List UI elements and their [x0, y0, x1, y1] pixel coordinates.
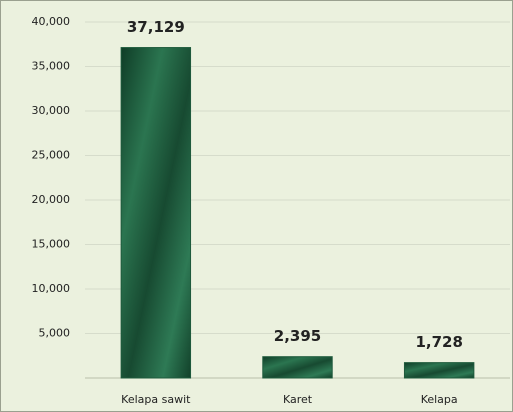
value-label: 37,129 — [127, 18, 185, 36]
y-tick-label: 40,000 — [32, 15, 71, 28]
value-label: 2,395 — [274, 327, 321, 345]
y-tick-label: 30,000 — [32, 104, 71, 117]
y-tick-label: 35,000 — [32, 60, 71, 73]
x-tick-label: Kelapa — [421, 393, 458, 406]
bar — [403, 362, 475, 379]
y-tick-label: 15,000 — [32, 238, 71, 251]
x-tick-label: Kelapa sawit — [121, 393, 191, 406]
y-tick-label: 20,000 — [32, 193, 71, 206]
y-tick-label: 25,000 — [32, 149, 71, 162]
y-tick-label: 5,000 — [39, 327, 71, 340]
x-tick-label: Karet — [283, 393, 313, 406]
bar — [262, 356, 333, 379]
value-label: 1,728 — [415, 333, 462, 351]
bar — [120, 47, 192, 379]
y-tick-label: 10,000 — [32, 282, 71, 295]
